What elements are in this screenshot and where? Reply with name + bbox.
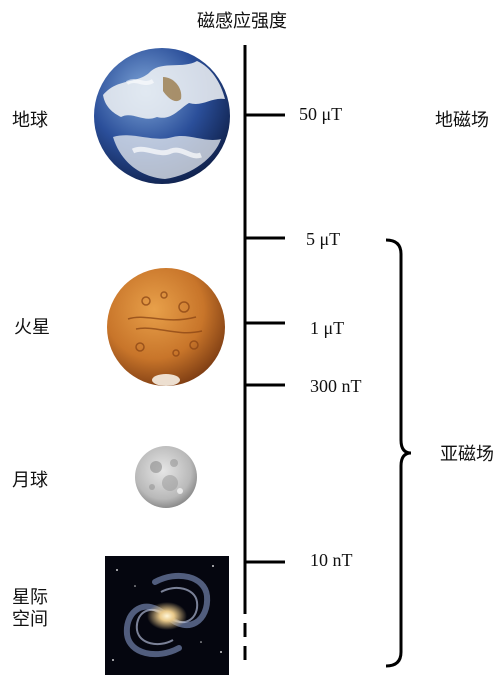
- earth-image: [94, 48, 230, 184]
- tick-label-5uT: 5 μT: [306, 229, 341, 249]
- label-geomagnetic-field: 地磁场: [435, 110, 489, 131]
- moon-image: [135, 446, 197, 508]
- label-mars: 火星: [14, 317, 50, 338]
- axis-title: 磁感应强度: [197, 11, 287, 32]
- sub-magnetic-bracket: [385, 238, 412, 668]
- tick-label-10nT: 10 nT: [310, 550, 353, 570]
- label-space-line2: 空间: [12, 609, 48, 630]
- tick-label-1uT: 1 μT: [310, 318, 345, 338]
- label-moon: 月球: [12, 470, 48, 491]
- galaxy-image: [105, 556, 229, 675]
- tick-label-300nT: 300 nT: [310, 376, 362, 396]
- label-space-line1: 星际: [12, 587, 48, 608]
- tick-label-50uT: 50 μT: [299, 104, 343, 124]
- label-sub-magnetic-field: 亚磁场: [440, 444, 494, 465]
- mars-image: [107, 268, 225, 386]
- label-earth: 地球: [12, 110, 48, 131]
